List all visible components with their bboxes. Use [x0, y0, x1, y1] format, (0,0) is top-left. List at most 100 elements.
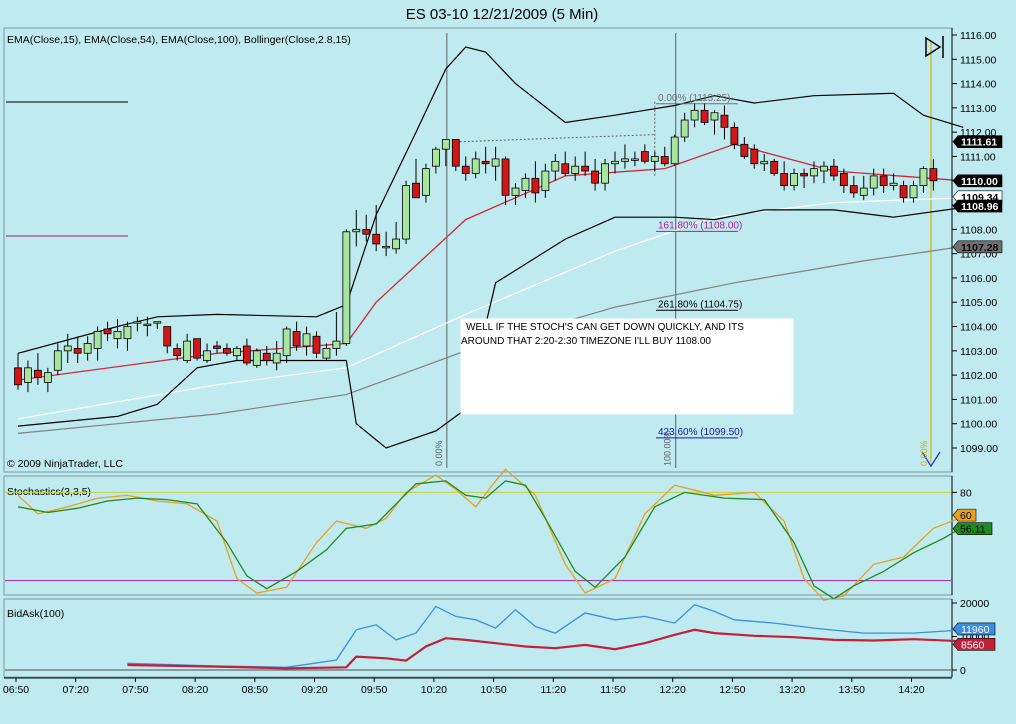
candle-body [272, 352, 281, 364]
candle-body [332, 340, 341, 349]
candle-body [422, 168, 430, 196]
candle-body [899, 185, 908, 199]
candle-body [352, 228, 361, 233]
price-tag-badge [952, 174, 1003, 188]
time-tick-label: 12:50 [719, 684, 745, 696]
price-tag-label: 1111.61 [961, 137, 997, 149]
candle-body [640, 151, 649, 162]
candle-body [561, 163, 570, 174]
candle-body [183, 340, 192, 361]
time-tick-label: 10:20 [421, 684, 447, 696]
candle-body [760, 160, 769, 165]
candle-body [730, 126, 739, 145]
price-tag-badge [952, 240, 1003, 254]
time-tick-label: 14:20 [898, 684, 924, 696]
price-y-tick-label: 1106.00 [960, 273, 997, 285]
candle-body [73, 347, 82, 354]
candle-body [242, 345, 251, 364]
candle-body [163, 326, 172, 347]
time-tick-label: 12:20 [660, 684, 686, 696]
price-y-tick-label: 1111.00 [960, 151, 996, 163]
time-tick-label: 10:50 [480, 684, 506, 696]
candle-body [431, 148, 440, 167]
candle-body [581, 165, 590, 172]
vertical-percent-label: 100.00% [663, 430, 673, 466]
time-tick-label: 07:50 [122, 684, 148, 696]
candle-body [203, 350, 211, 361]
stoch-tag-badge [952, 522, 993, 536]
price-indicator-label: EMA(Close,15), EMA(Close,54), EMA(Close,… [7, 34, 351, 46]
candle-body [133, 321, 142, 324]
candle-body [621, 158, 629, 162]
candle-body [372, 233, 381, 245]
fib-level-label: 261.80% (1104.75) [658, 299, 742, 310]
candle-body [820, 165, 828, 172]
candle-body [631, 158, 639, 161]
price-y-tick-label: 1116.00 [960, 30, 997, 42]
candle-body [34, 369, 42, 378]
candle-body [650, 156, 659, 162]
candle-body [322, 347, 331, 359]
candle-body [93, 330, 102, 349]
chart-title: ES 03-10 12/21/2009 (5 Min) [406, 6, 599, 23]
marker-arrow-icon [921, 451, 941, 468]
candle-body [541, 170, 550, 191]
candle-body [611, 160, 619, 165]
bid-line [127, 603, 964, 668]
time-tick-label: 13:50 [839, 684, 865, 696]
candle-body [790, 173, 798, 187]
candle-body [223, 347, 231, 354]
candle-body [849, 185, 858, 194]
candle-body [929, 168, 938, 182]
fib-level-label: 161.80% (1108.00) [658, 220, 742, 231]
price-y-tick-label: 1104.00 [960, 322, 997, 334]
candle-body [919, 168, 928, 187]
stoch-tag-label: 56.11 [960, 524, 986, 536]
candle-body [601, 163, 609, 184]
ema54-line [17, 197, 964, 420]
candle-body [830, 165, 838, 177]
candle-body [53, 350, 62, 371]
candle-body [670, 136, 679, 165]
annotation-box [460, 318, 794, 415]
annotation-text: WELL IF THE STOCH'S CAN GET DOWN QUICKLY… [461, 322, 744, 347]
vertical-percent-label: 0.00% [434, 440, 444, 466]
price-y-tick-label: 1099.00 [960, 443, 998, 455]
price-y-tick-label: 1115.00 [960, 54, 997, 66]
candle-body [113, 330, 122, 340]
candle-body [740, 143, 749, 157]
candle-body [511, 187, 520, 196]
candle-body [800, 173, 808, 177]
candle-body [591, 170, 599, 184]
price-y-tick-label: 1103.00 [960, 346, 997, 358]
stoch-k-line [17, 468, 964, 601]
price-panel: EMA(Close,15), EMA(Close,54), EMA(Close,… [3, 27, 1003, 473]
candle-body [879, 175, 888, 187]
candle-body [521, 177, 530, 191]
candle-body [392, 238, 401, 250]
candle-body [780, 173, 789, 187]
fib-level-label: 423.60% (1099.50) [658, 427, 743, 438]
time-tick-label: 09:50 [361, 684, 387, 696]
stoch-d-line [17, 480, 964, 600]
candle-body [720, 114, 729, 128]
candle-body [412, 182, 420, 199]
candle-body [232, 347, 241, 357]
candle-body [869, 175, 878, 189]
candle-body [700, 109, 709, 123]
price-y-tick-label: 1113.00 [960, 103, 997, 115]
nav-arrow-icon[interactable] [925, 36, 944, 58]
price-y-tick-label: 1114.00 [960, 79, 997, 91]
candle-body [501, 158, 510, 196]
candle-body [680, 119, 689, 138]
price-tag-label: 1108.96 [961, 201, 999, 213]
price-tag-badge [952, 135, 1003, 148]
candle-body [690, 109, 699, 121]
price-y-tick-label: 1101.00 [960, 394, 997, 406]
bidask-tag-label: 8560 [961, 639, 985, 651]
dotted-trendline [455, 134, 655, 143]
stoch-y-tick-label: 80 [960, 487, 972, 499]
